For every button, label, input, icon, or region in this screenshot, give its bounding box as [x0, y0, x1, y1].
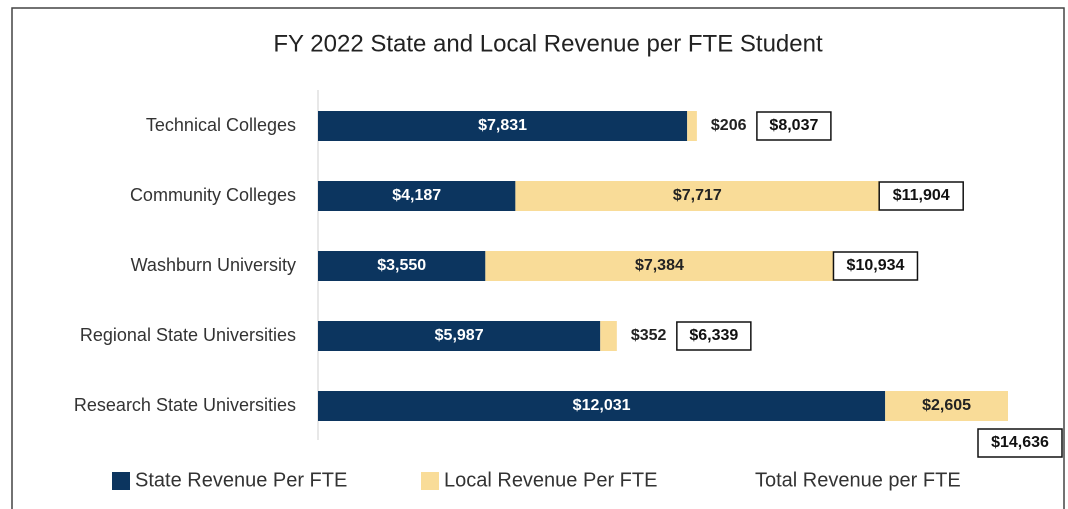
- total-box: [756, 111, 832, 141]
- total-label: $10,934: [847, 257, 905, 274]
- legend-swatch: [421, 472, 439, 490]
- bar-segment: [318, 391, 886, 421]
- data-label: $4,187: [392, 187, 441, 204]
- data-label: $3,550: [377, 257, 426, 274]
- legend-label: Total Revenue per FTE: [755, 469, 961, 491]
- bar-segment: [318, 181, 516, 211]
- data-label: $7,717: [673, 187, 722, 204]
- y-tick-label: Regional State Universities: [80, 325, 296, 345]
- bar-segment: [318, 251, 486, 281]
- bar-segment: [885, 391, 1008, 421]
- total-box: [832, 251, 919, 281]
- bar-segment: [515, 181, 880, 211]
- total-box: [878, 181, 964, 211]
- y-tick-label: Research State Universities: [74, 395, 296, 415]
- bar-segment: [318, 111, 688, 141]
- total-label: $8,037: [769, 117, 818, 134]
- bar-segment: [318, 321, 601, 351]
- legend-swatch: [112, 472, 130, 490]
- data-label: $352: [631, 327, 667, 344]
- total-label: $14,636: [991, 434, 1049, 451]
- data-label: $7,384: [635, 257, 684, 274]
- data-label: $206: [711, 117, 747, 134]
- total-box: [977, 428, 1063, 458]
- legend-label: Local Revenue Per FTE: [444, 469, 657, 491]
- bar-segment: [485, 251, 834, 281]
- total-box: [676, 321, 752, 351]
- data-label: $5,987: [435, 327, 484, 344]
- y-tick-label: Technical Colleges: [146, 115, 296, 135]
- data-label: $12,031: [573, 397, 631, 414]
- total-label: $11,904: [893, 187, 950, 204]
- y-tick-label: Washburn University: [131, 255, 296, 275]
- legend-label: State Revenue Per FTE: [135, 469, 347, 491]
- total-label: $6,339: [689, 327, 738, 344]
- y-tick-label: Community Colleges: [130, 185, 296, 205]
- chart-title: FY 2022 State and Local Revenue per FTE …: [273, 30, 823, 57]
- bar-segment: [687, 111, 697, 141]
- data-label: $2,605: [922, 397, 971, 414]
- bar-segment: [600, 321, 617, 351]
- data-label: $7,831: [478, 117, 527, 134]
